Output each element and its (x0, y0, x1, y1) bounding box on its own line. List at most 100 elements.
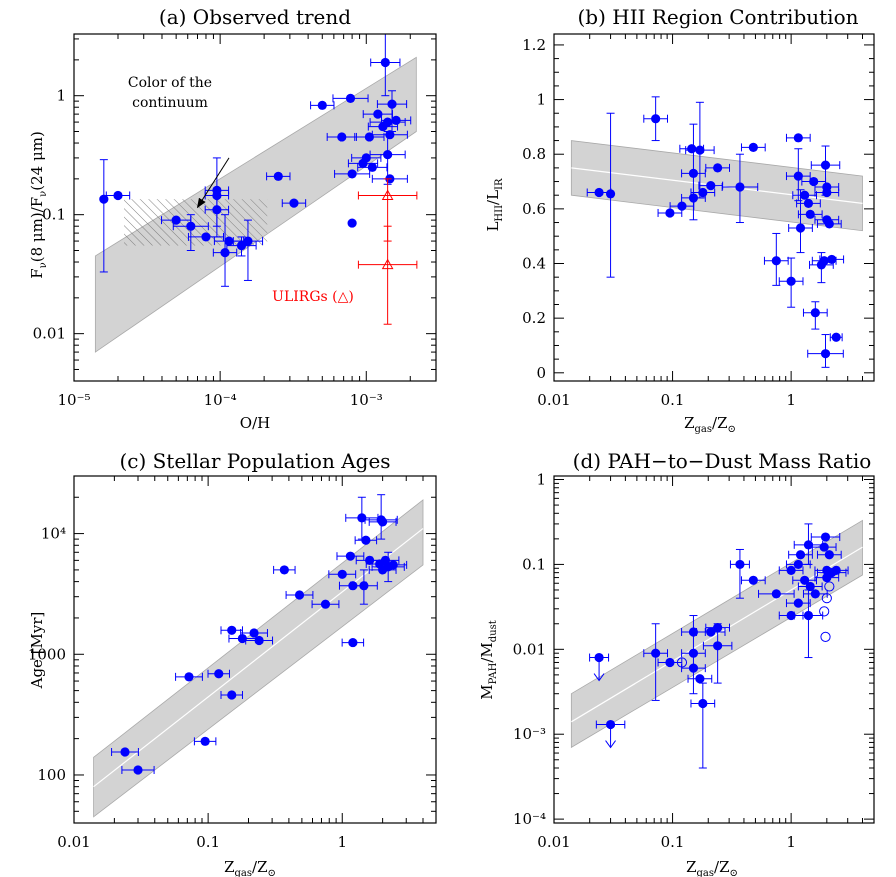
panel-c-title: (c) Stellar Population Ages (119, 449, 390, 473)
data-point-marker (594, 652, 604, 663)
data-point-group (354, 132, 385, 142)
y-tick-label: 0.1 (522, 555, 546, 573)
x-tick-label: 0.01 (537, 833, 570, 851)
x-tick-label: 0.1 (661, 391, 685, 409)
data-point-marker (594, 187, 604, 198)
data-point-marker (359, 581, 369, 591)
data-point-marker (698, 187, 708, 198)
data-point-marker (698, 698, 708, 709)
data-point-group (778, 565, 804, 576)
data-point-group (797, 581, 823, 592)
data-point-marker (688, 648, 699, 658)
data-point-group (816, 550, 842, 560)
panel-d-band-layer (570, 519, 863, 749)
plot-frame (73, 33, 437, 382)
panel-a-band-layer (94, 56, 417, 353)
data-point-group (111, 747, 139, 757)
data-point-group (643, 96, 669, 142)
data-point-marker (347, 218, 357, 228)
panel-d-ylabel: MPAH/Mdust (478, 620, 499, 700)
data-point-group (281, 198, 307, 208)
x-tick-label: 1 (786, 833, 796, 851)
data-point-group (687, 674, 713, 684)
data-point-group (357, 162, 388, 172)
data-point-group (802, 301, 828, 330)
data-point-group (226, 236, 257, 257)
fit-line (571, 546, 863, 723)
data-point-group (345, 496, 379, 540)
continuum-annotation-line2: continuum (132, 95, 208, 111)
data-point-group (681, 663, 706, 673)
data-point-marker (819, 542, 829, 552)
data-point-group (273, 565, 296, 575)
data-point-marker (831, 332, 841, 342)
data-point-group (266, 171, 291, 181)
data-point-marker (805, 581, 815, 592)
data-point-marker (795, 223, 806, 233)
y-tick-label: 0.01 (33, 325, 66, 343)
data-point-marker (800, 190, 810, 200)
data-point-marker (380, 57, 390, 68)
data-point-marker (249, 628, 259, 638)
data-point-marker (345, 93, 356, 103)
panel-c-xlabel: Zgas/Z⊙ (224, 858, 276, 877)
data-point-marker (224, 236, 234, 246)
open-data-point (676, 657, 688, 668)
data-point-marker (383, 149, 393, 160)
data-point-group (121, 765, 155, 775)
data-point-group (371, 130, 408, 140)
x-tick-label: 0.01 (537, 391, 570, 409)
data-point-marker (220, 247, 230, 258)
x-tick-label: 0.1 (661, 833, 685, 851)
y-tick-label: 0 (536, 364, 546, 382)
panel-c-marks (111, 494, 408, 775)
data-point-group (220, 625, 243, 635)
ulirg-triangle-marker (381, 189, 394, 200)
data-point-group (172, 214, 209, 251)
data-point-marker (786, 610, 796, 621)
data-point-marker (133, 765, 143, 775)
data-point-group (796, 198, 821, 209)
data-point-group (367, 121, 399, 132)
data-point-marker (289, 198, 299, 208)
data-point-marker (688, 168, 699, 178)
panel-b-marks (586, 96, 845, 368)
data-point-marker (687, 144, 697, 154)
data-point-marker (214, 669, 224, 679)
data-point-group (212, 214, 238, 287)
data-point-group (336, 551, 365, 561)
data-point-marker (383, 117, 393, 127)
data-point-group (793, 523, 824, 565)
data-point-marker (651, 648, 661, 658)
continuum-arrow (196, 157, 230, 209)
data-point-group (810, 532, 841, 542)
data-point-group (347, 218, 357, 228)
data-point-marker (713, 641, 723, 651)
data-point-group (380, 115, 412, 125)
data-point-group (823, 565, 849, 576)
data-point-marker (348, 637, 358, 648)
x-tick-label: 10⁻⁴ (204, 391, 237, 409)
data-point-marker (810, 589, 820, 599)
panel-d-title: (d) PAH−to−Dust Mass Ratio (573, 449, 872, 473)
data-point-group (807, 334, 844, 368)
data-point-group (829, 332, 843, 342)
data-point-marker (793, 133, 803, 143)
data-point-marker (317, 100, 327, 110)
data-point-group (332, 93, 369, 103)
data-point-group (816, 219, 842, 229)
data-point-marker (184, 672, 194, 682)
data-point-marker (809, 176, 819, 187)
data-point-group (690, 187, 716, 198)
x-tick-label: 1 (337, 833, 347, 851)
data-point-marker (651, 114, 661, 124)
data-point-group (341, 637, 365, 648)
data-point-marker (803, 198, 814, 209)
y-tick-label: 100 (37, 766, 66, 784)
continuum-annotation-line1: Color of the (128, 75, 212, 91)
data-point-group (349, 569, 378, 605)
data-point-marker (695, 145, 705, 155)
data-point-group (740, 575, 766, 585)
data-point-marker (735, 182, 745, 192)
